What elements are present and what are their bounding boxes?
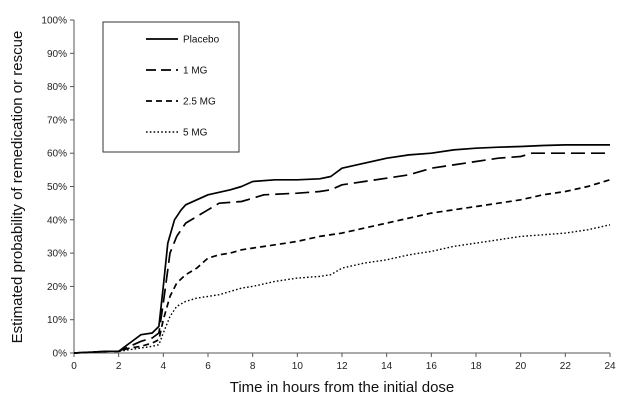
legend-box — [102, 21, 240, 153]
legend-label: 2.5 MG — [183, 97, 216, 108]
x-tick-label: 6 — [205, 361, 211, 372]
x-tick-label: 10 — [292, 361, 304, 372]
x-axis-title: Time in hours from the initial dose — [230, 379, 455, 396]
y-tick-label: 0% — [53, 349, 68, 360]
x-tick-label: 16 — [426, 361, 438, 372]
x-tick-label: 20 — [515, 361, 527, 372]
legend-label: Placebo — [183, 35, 220, 46]
y-tick-label: 90% — [47, 49, 67, 60]
y-tick-label: 30% — [47, 249, 67, 260]
x-axis-ticks: 0 2 4 6 8 10 12 14 16 18 20 22 24 — [71, 353, 616, 372]
series-line-5-mg — [73, 224, 611, 354]
x-tick-label: 22 — [560, 361, 572, 372]
series-line-1-mg — [73, 152, 610, 354]
series-line-2-5-mg — [73, 178, 611, 354]
x-tick-label: 0 — [71, 361, 77, 372]
y-tick-label: 100% — [41, 16, 67, 27]
x-tick-label: 14 — [381, 361, 393, 372]
y-tick-label: 50% — [47, 182, 67, 193]
x-tick-label: 18 — [470, 361, 482, 372]
legend: Placebo 1 MG 2.5 MG 5 MG — [102, 21, 240, 153]
y-tick-label: 20% — [47, 282, 67, 293]
x-tick-label: 8 — [250, 361, 256, 372]
x-tick-label: 2 — [116, 361, 122, 372]
legend-label: 5 MG — [183, 128, 208, 139]
series-line-placebo — [73, 144, 610, 354]
y-axis-title: Estimated probability of remedication or… — [9, 31, 26, 344]
y-tick-label: 80% — [47, 82, 67, 93]
y-tick-label: 70% — [47, 115, 67, 126]
x-tick-label: 24 — [604, 361, 616, 372]
x-tick-label: 12 — [336, 361, 348, 372]
legend-label: 1 MG — [183, 66, 208, 77]
x-tick-label: 4 — [161, 361, 167, 372]
y-axis-ticks: 0% 10% 20% 30% 40% 50% 60% 70% 80% 90% 100% — [41, 16, 74, 360]
series-lines — [73, 144, 611, 354]
y-tick-label: 60% — [47, 149, 67, 160]
y-tick-label: 10% — [47, 315, 67, 326]
y-tick-label: 40% — [47, 215, 67, 226]
